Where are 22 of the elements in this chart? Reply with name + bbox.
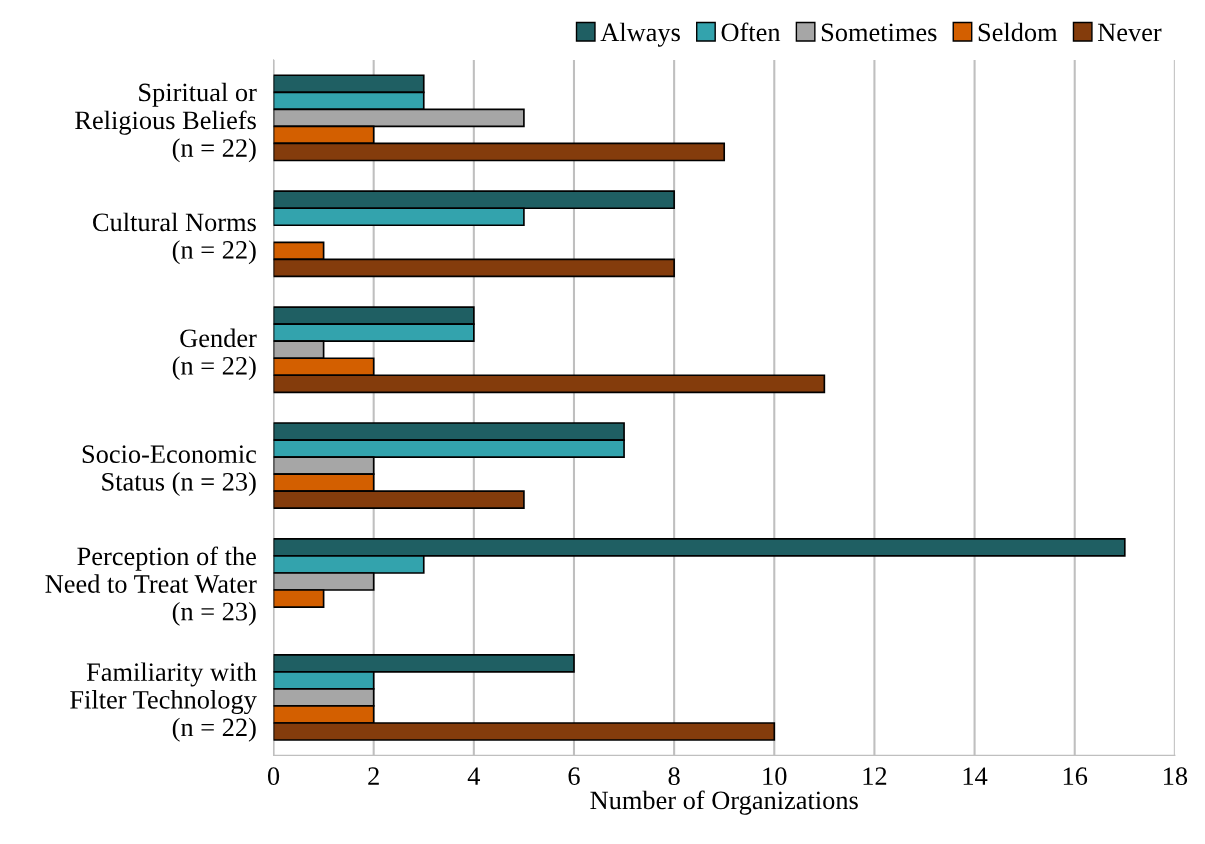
y-tick-label: Perception of the Need to Treat Water (n = 23) xyxy=(45,546,257,626)
legend-label: Seldom xyxy=(978,22,1058,42)
x-tick-label: 12 xyxy=(863,767,887,785)
x-tick-label: 10 xyxy=(763,767,787,786)
x-tick-label: 4 xyxy=(467,767,481,785)
x-tick-label: 2 xyxy=(368,767,379,785)
x-tick-label: 8 xyxy=(668,767,680,786)
legend-label: Often xyxy=(721,22,781,42)
y-tick-label: Gender (n = 22) xyxy=(172,328,257,381)
x-tick-label: 18 xyxy=(1164,767,1188,786)
y-tick-label: Spiritual or Religious Beliefs (n = 22) xyxy=(75,82,257,163)
legend-label: Always xyxy=(600,22,680,47)
x-tick-label: 0 xyxy=(267,767,280,786)
legend-label: Sometimes xyxy=(821,23,937,42)
y-tick-label: Socio-Economic Status (n = 23) xyxy=(82,445,257,497)
y-tick-label: Cultural Norms (n = 22) xyxy=(93,212,256,265)
legend-label: Never xyxy=(1097,23,1162,42)
x-axis-title: Number of Organizations xyxy=(590,790,858,815)
x-tick-label: 6 xyxy=(568,767,580,786)
y-tick-label: Familiarity with Filter Technology (n = 22) xyxy=(70,662,257,742)
x-tick-label: 16 xyxy=(1063,767,1088,786)
x-tick-label: 14 xyxy=(963,767,988,785)
